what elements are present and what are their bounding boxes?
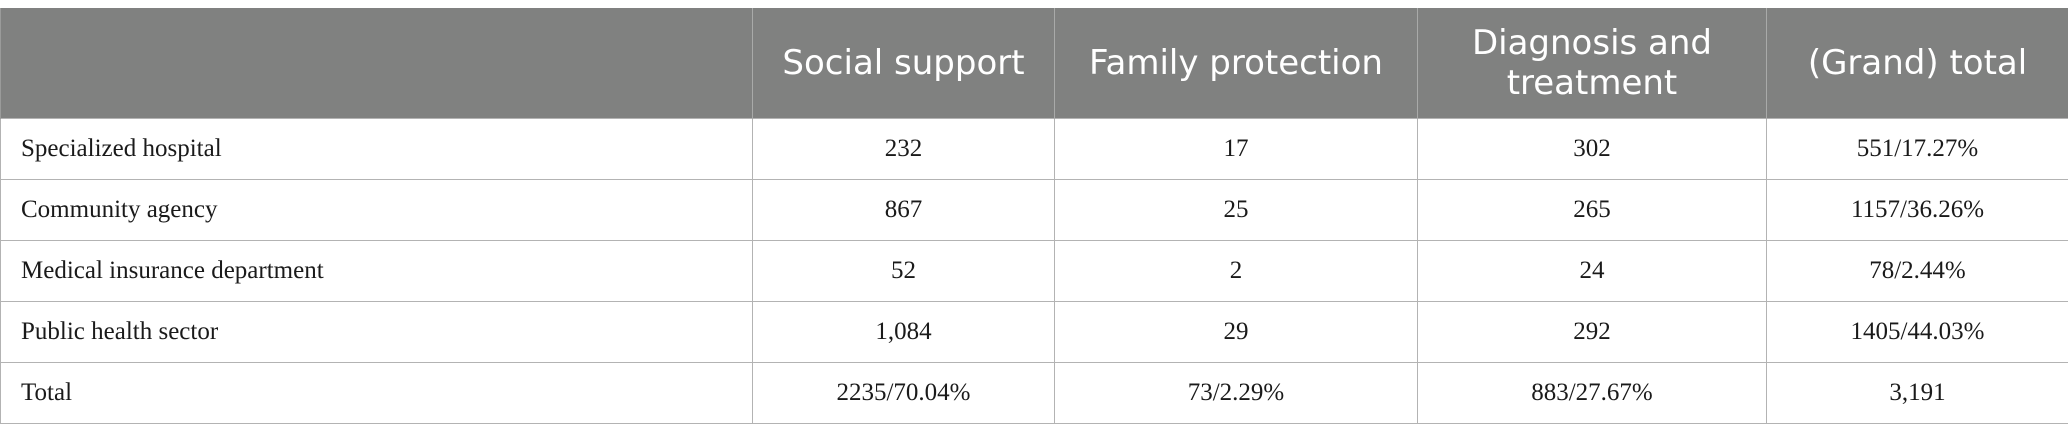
- row-label: Community agency: [0, 178, 753, 241]
- row-label: Specialized hospital: [0, 117, 753, 180]
- header-cell-diagnosis-treatment: Diagnosis and treatment: [1417, 8, 1767, 118]
- table-cell: 302: [1417, 117, 1767, 180]
- header-row: Social support Family protection Diagnos…: [0, 8, 2068, 118]
- table-cell: 78/2.44%: [1766, 239, 2068, 302]
- table-cell: 1157/36.26%: [1766, 178, 2068, 241]
- table-cell: 2235/70.04%: [752, 361, 1055, 424]
- table-cell: 73/2.29%: [1054, 361, 1418, 424]
- table-cell: 292: [1417, 300, 1767, 363]
- table-body: Specialized hospital 232 17 302 551/17.2…: [0, 117, 2068, 424]
- row-label: Medical insurance department: [0, 239, 753, 302]
- table-cell: 17: [1054, 117, 1418, 180]
- table-cell: 883/27.67%: [1417, 361, 1767, 424]
- header-cell-empty: [0, 8, 753, 118]
- table-row: Community agency 867 25 265 1157/36.26%: [0, 178, 2068, 241]
- table-cell: 232: [752, 117, 1055, 180]
- table-cell: 3,191: [1766, 361, 2068, 424]
- table-cell: 867: [752, 178, 1055, 241]
- table-cell: 1,084: [752, 300, 1055, 363]
- row-label: Public health sector: [0, 300, 753, 363]
- header-cell-social-support: Social support: [752, 8, 1055, 118]
- table-cell: 1405/44.03%: [1766, 300, 2068, 363]
- table-cell: 52: [752, 239, 1055, 302]
- table-cell: 29: [1054, 300, 1418, 363]
- table-row: Specialized hospital 232 17 302 551/17.2…: [0, 117, 2068, 180]
- table-cell: 265: [1417, 178, 1767, 241]
- table-cell: 551/17.27%: [1766, 117, 2068, 180]
- row-label: Total: [0, 361, 753, 424]
- table-row: Medical insurance department 52 2 24 78/…: [0, 239, 2068, 302]
- table-header: Social support Family protection Diagnos…: [0, 8, 2068, 118]
- table-cell: 25: [1054, 178, 1418, 241]
- header-cell-grand-total: (Grand) total: [1766, 8, 2068, 118]
- table-cell: 24: [1417, 239, 1767, 302]
- header-cell-family-protection: Family protection: [1054, 8, 1418, 118]
- total-row: Total 2235/70.04% 73/2.29% 883/27.67% 3,…: [0, 361, 2068, 424]
- table-cell: 2: [1054, 239, 1418, 302]
- data-table: Social support Family protection Diagnos…: [0, 8, 2068, 424]
- table-row: Public health sector 1,084 29 292 1405/4…: [0, 300, 2068, 363]
